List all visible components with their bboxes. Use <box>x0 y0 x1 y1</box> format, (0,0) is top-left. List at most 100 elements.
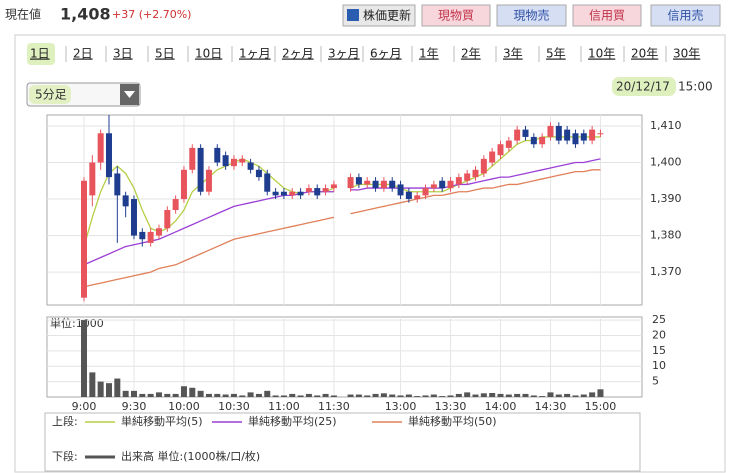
volume-bar <box>122 390 129 397</box>
tab-label[interactable]: 3年 <box>503 47 523 61</box>
volume-bar <box>480 393 487 397</box>
y-tick-label: 1,370 <box>650 265 682 278</box>
tab-label[interactable]: 6ヶ月 <box>370 47 402 61</box>
tab-label[interactable]: 1日 <box>30 47 50 61</box>
tab-label[interactable]: 1年 <box>419 47 439 61</box>
volume-bar <box>239 395 246 397</box>
candle-body <box>472 169 479 178</box>
tab-label[interactable]: 2日 <box>73 47 93 61</box>
select-arrow <box>124 91 135 98</box>
volume-bar <box>597 389 604 397</box>
candle-body <box>114 173 121 196</box>
volume-bar <box>189 387 196 397</box>
candle-body <box>580 133 587 141</box>
chart-date: 20/12/17 <box>616 80 670 94</box>
candle-body <box>572 133 579 145</box>
button-label[interactable]: 信用売 <box>667 8 703 23</box>
tab-label[interactable]: 5年 <box>546 47 566 61</box>
candle-body <box>480 158 487 174</box>
candle-body <box>514 129 521 141</box>
volume-bar <box>522 393 529 397</box>
volume-bar <box>214 393 221 397</box>
candle-body <box>214 147 221 163</box>
candle-body <box>530 136 537 145</box>
candle-body <box>89 162 96 196</box>
volume-bar <box>155 392 162 397</box>
candle-body <box>439 180 446 189</box>
tab-label[interactable]: 2ヶ月 <box>282 47 314 61</box>
tab-label[interactable]: 3ヶ月 <box>328 47 360 61</box>
candle-body <box>139 231 146 240</box>
button[interactable] <box>421 4 491 27</box>
candle-body <box>305 188 312 192</box>
tab-label[interactable]: 3日 <box>113 47 133 61</box>
legend-lower-label: 下段: <box>52 449 78 463</box>
candle-body <box>122 195 129 207</box>
volume-bar <box>447 395 454 397</box>
legend-label: 単純移動平均(50) <box>408 414 497 428</box>
candle-body <box>264 173 271 192</box>
volume-bar <box>289 393 296 397</box>
candle-body <box>422 188 429 196</box>
volume-bar <box>405 394 412 397</box>
candle-body <box>147 231 154 243</box>
period-tabs: 1日 2日 3日 5日 10日 1ヶ月 2ヶ月 3ヶ月 6ヶ月 1年 2年 3年 5年 10年 20年 30年 <box>27 43 700 65</box>
volume-bar <box>81 320 87 397</box>
volume-bar <box>355 394 362 397</box>
volume-tick-label: 5 <box>652 375 659 388</box>
price-change: +37 (+2.70%) <box>112 8 191 21</box>
volume-bar <box>264 390 271 397</box>
candle-body <box>555 125 562 141</box>
candle-body <box>364 180 371 185</box>
tab-label[interactable]: 10年 <box>588 47 615 61</box>
volume-tick-label: 15 <box>652 344 666 357</box>
volume-bar <box>139 393 146 397</box>
button-label[interactable]: 現物売 <box>513 8 549 23</box>
volume-bar <box>489 393 496 397</box>
tab-label[interactable]: 5日 <box>155 47 175 61</box>
chart-time: 15:00 <box>678 80 713 94</box>
active-tab <box>27 43 55 65</box>
volume-bar <box>247 392 254 397</box>
candle-body <box>447 180 454 189</box>
legend-box <box>44 412 641 472</box>
button[interactable] <box>572 4 642 27</box>
tab-label[interactable]: 1ヶ月 <box>239 47 271 61</box>
volume-tick-label: 25 <box>652 313 666 326</box>
button-label[interactable]: 株価更新 <box>363 8 411 23</box>
candle-body <box>81 180 87 298</box>
candle-body <box>405 191 412 200</box>
x-tick-label: 11:30 <box>318 400 350 413</box>
x-tick-label: 11:00 <box>268 400 300 413</box>
volume-bar <box>164 393 171 397</box>
button[interactable] <box>496 4 567 27</box>
button[interactable] <box>650 4 721 27</box>
price-label: 現在値 <box>5 7 41 22</box>
tab-label[interactable]: 2年 <box>461 47 481 61</box>
button-label[interactable]: 現物買 <box>438 9 474 23</box>
tab-label[interactable]: 20年 <box>631 47 658 61</box>
volume-bar <box>414 396 421 397</box>
volume-bar <box>105 383 112 397</box>
ma-line <box>83 169 601 288</box>
candle-body <box>155 228 162 236</box>
candle-body <box>272 191 279 196</box>
candle-body <box>172 199 179 210</box>
volume-bar <box>322 393 329 397</box>
tab-label[interactable]: 30年 <box>673 47 700 61</box>
x-tick-label: 13:30 <box>435 400 467 413</box>
volume-bar <box>455 393 462 397</box>
volume-bar <box>572 395 579 397</box>
volume-bar <box>580 394 587 397</box>
volume-bar <box>314 395 321 397</box>
candle-body <box>230 158 237 167</box>
button[interactable] <box>342 4 416 27</box>
y-tick-label: 1,410 <box>650 119 682 132</box>
volume-bar <box>464 392 471 397</box>
volume-bar <box>530 395 537 397</box>
refresh-icon <box>347 9 359 21</box>
volume-bar <box>280 395 287 397</box>
tab-label[interactable]: 10日 <box>195 47 222 61</box>
button-label[interactable]: 信用買 <box>589 9 625 23</box>
candle-body <box>497 144 504 156</box>
